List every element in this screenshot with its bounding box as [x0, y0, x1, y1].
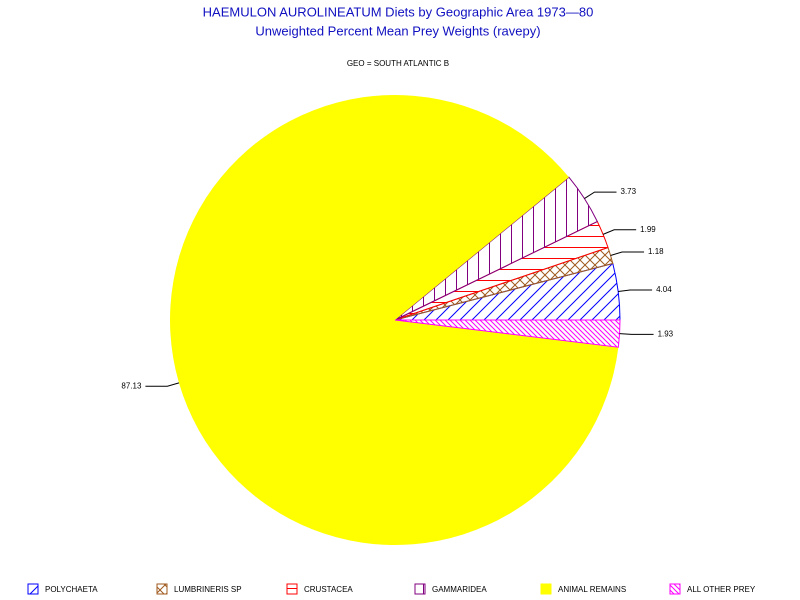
leader-line [602, 229, 637, 235]
value-label: 87.13 [121, 381, 142, 390]
leader-line [619, 333, 654, 335]
chart-title: HAEMULON AUROLINEATUM Diets by Geographi… [203, 4, 594, 19]
value-label: 4.04 [656, 285, 672, 294]
leader-line [610, 251, 645, 256]
legend-label: LUMBRINERIS SP [174, 585, 242, 594]
legend-swatch [540, 583, 552, 595]
pie-slice [394, 176, 598, 321]
legend-swatch [156, 583, 168, 595]
pie-slice [169, 95, 619, 546]
annotation: GEO = SOUTH ATLANTIC B [347, 59, 449, 68]
value-label: 1.99 [640, 225, 656, 234]
legend-swatch [27, 583, 39, 595]
legend-label: CRUSTACEA [304, 585, 353, 594]
leader-line [584, 191, 617, 199]
leader-line [618, 289, 653, 293]
value-label: 1.18 [648, 247, 664, 256]
legend-label: POLYCHAETA [45, 585, 98, 594]
legend-swatch [669, 583, 681, 595]
legend-label: GAMMARIDEA [432, 585, 487, 594]
chart-subtitle: Unweighted Percent Mean Prey Weights (ra… [255, 23, 540, 38]
legend-label: ANIMAL REMAINS [558, 585, 626, 594]
leader-line [145, 382, 180, 387]
legend-swatch [286, 583, 298, 595]
legend-label: ALL OTHER PREY [687, 585, 756, 594]
legend-swatch [414, 583, 426, 595]
value-label: 1.93 [658, 329, 674, 338]
value-label: 3.73 [621, 187, 637, 196]
